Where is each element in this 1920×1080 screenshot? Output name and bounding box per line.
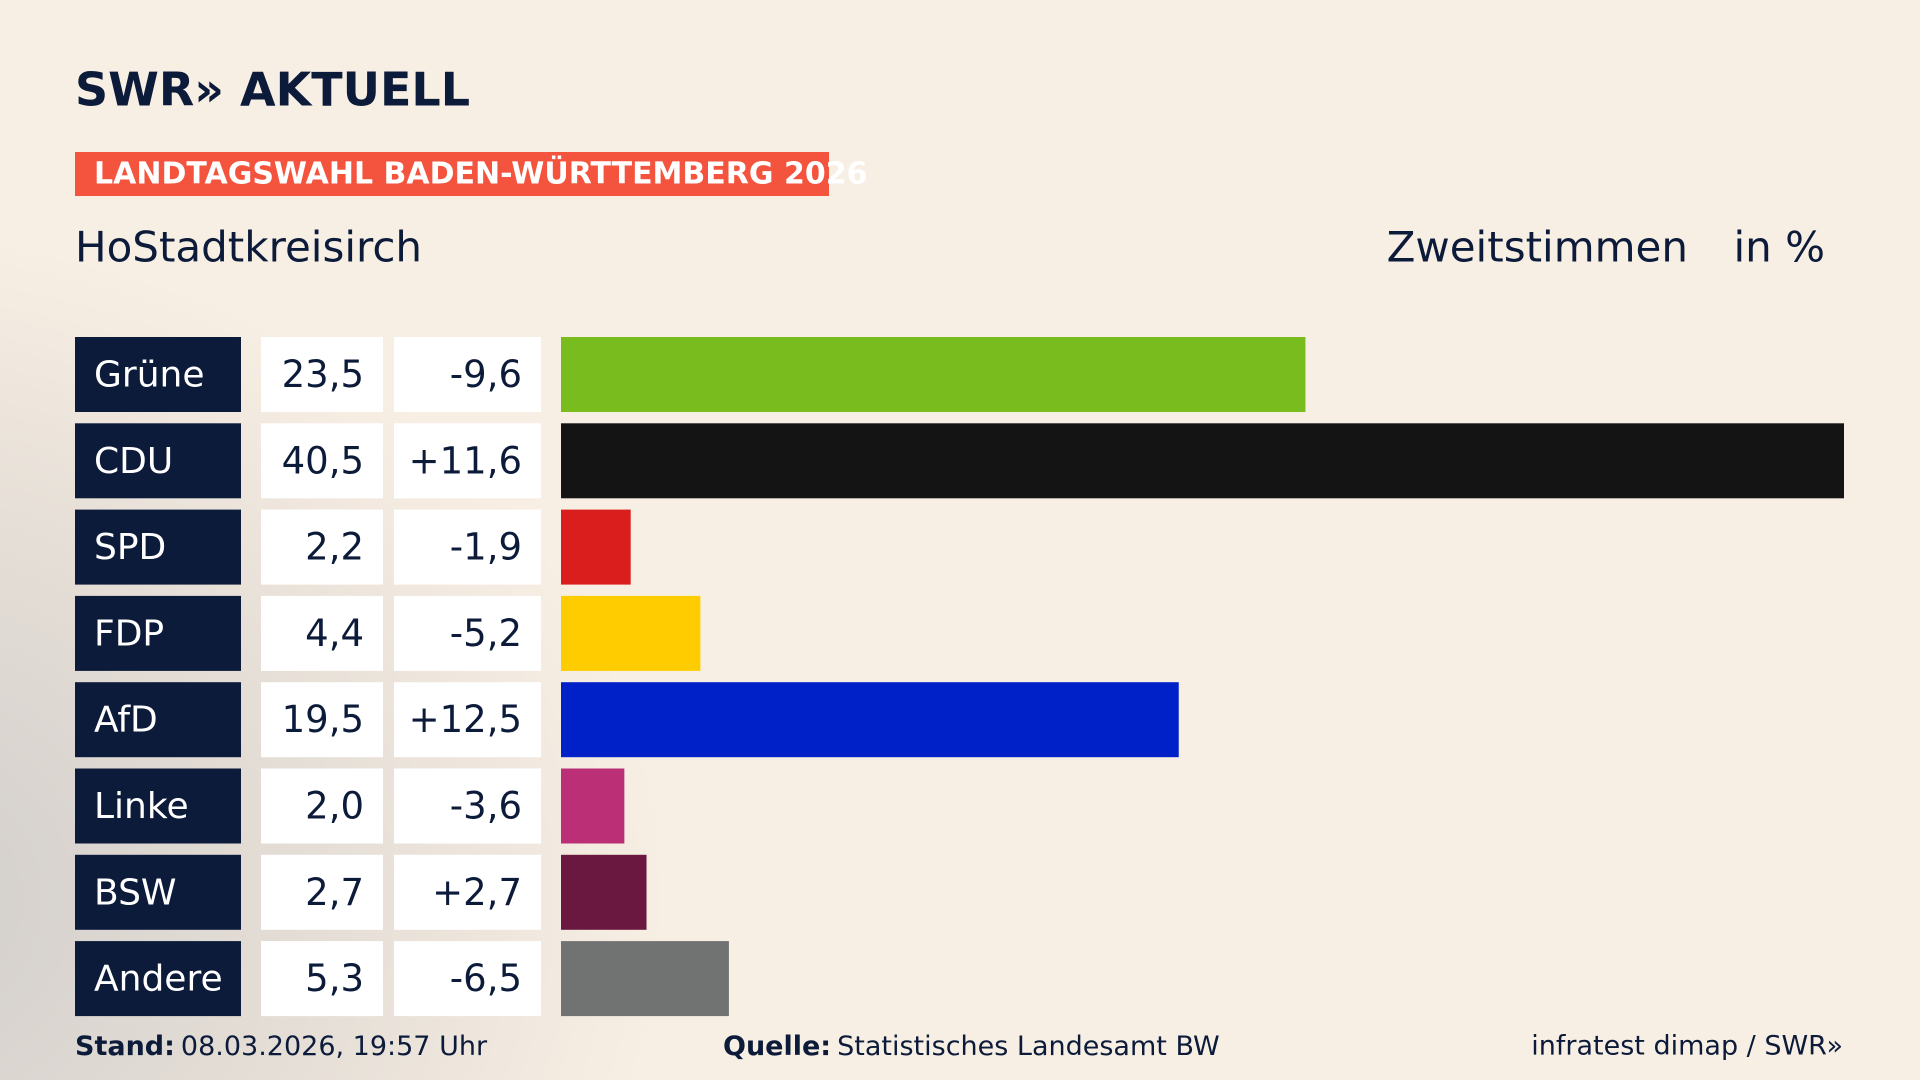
party-box: [75, 682, 241, 758]
change-label: -9,6: [450, 353, 522, 396]
source-label: Quelle:: [723, 1031, 831, 1062]
value-box: [261, 423, 383, 499]
value-label: 23,5: [282, 353, 364, 396]
value-box: [261, 768, 383, 844]
value-box: [261, 854, 383, 930]
change-label: -1,9: [450, 526, 522, 569]
party-box: [75, 768, 241, 844]
change-label: +11,6: [409, 439, 522, 482]
change-label: -3,6: [450, 785, 522, 828]
party-label: Andere: [94, 959, 223, 1000]
bar: [561, 941, 729, 1017]
bar: [561, 509, 631, 585]
change-box: [394, 682, 541, 758]
value-label: 40,5: [282, 439, 364, 482]
bar: [561, 768, 625, 844]
party-box: [75, 595, 241, 671]
measure: Zweitstimmen: [1387, 223, 1688, 272]
party-box: [75, 423, 241, 499]
change-label: -6,5: [450, 957, 522, 1000]
change-box: [394, 509, 541, 585]
bar: [561, 854, 647, 930]
change-box: [394, 337, 541, 412]
value-label: 2,2: [305, 526, 364, 569]
unit: in %: [1733, 223, 1825, 272]
value-label: 5,3: [305, 957, 364, 1000]
value-box: [261, 941, 383, 1017]
change-box: [394, 768, 541, 844]
footer-stand: Stand: 08.03.2026, 19:57 Uhr: [75, 1031, 488, 1062]
footer-source: Quelle: Statistisches Landesamt BW: [723, 1031, 1220, 1062]
party-box: [75, 854, 241, 930]
value-box: [261, 682, 383, 758]
bar: [561, 682, 1179, 758]
party-label: Grüne: [94, 355, 204, 396]
source: Statistisches Landesamt BW: [837, 1031, 1220, 1062]
party-label: BSW: [94, 872, 177, 913]
change-box: [394, 423, 541, 499]
party-label: AfD: [94, 700, 158, 741]
party-label: FDP: [94, 613, 164, 654]
party-label: Linke: [94, 786, 189, 827]
stand: 08.03.2026, 19:57 Uhr: [181, 1031, 488, 1062]
change-box: [394, 941, 541, 1017]
party-box: [75, 941, 241, 1017]
credit: infratest dimap / SWR»: [1531, 1031, 1843, 1062]
party-label: SPD: [94, 527, 166, 568]
change-box: [394, 854, 541, 930]
chart-title: LANDTAGSWAHL BADEN-WÜRTTEMBERG 2026: [94, 155, 867, 192]
change-label: -5,2: [450, 612, 522, 655]
title-banner: [75, 152, 829, 196]
stand-label: Stand:: [75, 1031, 175, 1062]
change-label: +12,5: [409, 698, 522, 741]
change-box: [394, 595, 541, 671]
logo: SWR» AKTUELL: [75, 63, 470, 117]
value-label: 19,5: [282, 698, 364, 741]
party-box: [75, 509, 241, 585]
value-box: [261, 595, 383, 671]
bar: [561, 595, 701, 671]
value-label: 4,4: [305, 612, 364, 655]
bar: [561, 423, 1844, 499]
value-box: [261, 337, 383, 412]
value-box: [261, 509, 383, 585]
party-label: CDU: [94, 441, 173, 482]
party-box: [75, 337, 241, 412]
value-label: 2,0: [305, 785, 364, 828]
bar: [561, 337, 1306, 412]
value-label: 2,7: [305, 871, 364, 914]
change-label: +2,7: [432, 871, 522, 914]
subtitle: HoStadtkreisirch: [75, 223, 422, 272]
